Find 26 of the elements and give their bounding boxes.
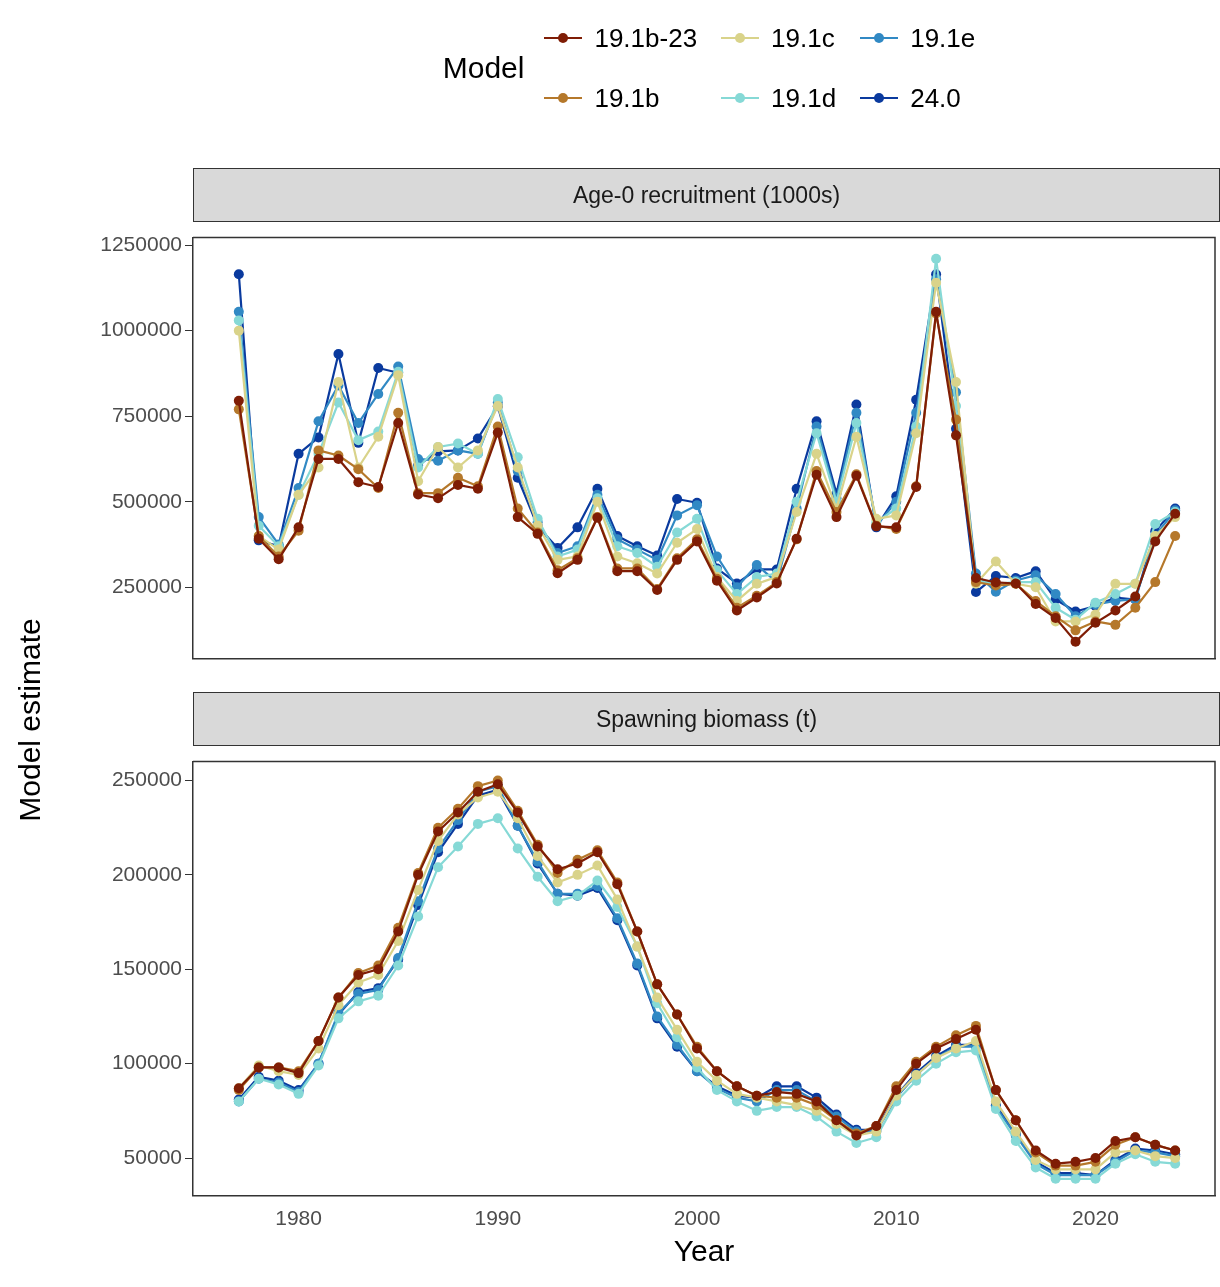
y-tick-label: 1250000 (100, 231, 182, 255)
y-tick-label: 1000000 (100, 317, 182, 341)
y-tick-label: 200000 (111, 861, 182, 885)
y-tick-label: 150000 (111, 956, 182, 980)
legend-title: Model (442, 51, 525, 85)
x-tick-label: 2010 (872, 1206, 920, 1230)
x-axis-title: Year (673, 1234, 735, 1268)
y-tick-label: 250000 (111, 574, 182, 598)
x-tick-label: 1980 (275, 1206, 322, 1230)
y-tick-label: 100000 (111, 1050, 182, 1074)
y-tick-label: 750000 (111, 402, 182, 426)
chart-title: Spawning biomass (t) (193, 692, 1220, 746)
legend-label: 19.1e (910, 22, 976, 54)
x-tick-label: 2000 (673, 1206, 721, 1230)
y-tick-label: 500000 (111, 488, 182, 512)
y-tick-label: 250000 (111, 767, 182, 791)
legend-label: 19.1b (594, 82, 660, 114)
x-tick-label: 2020 (1072, 1206, 1119, 1230)
chart-title: Age-0 recruitment (1000s) (193, 168, 1220, 222)
legend-label: 19.1c (771, 22, 835, 54)
y-axis-title: Model estimate (13, 617, 47, 822)
legend-label: 19.1b-23 (594, 22, 698, 54)
legend-label: 24.0 (910, 82, 961, 114)
y-tick-label: 50000 (123, 1144, 182, 1168)
x-tick-label: 1990 (474, 1206, 522, 1230)
legend-label: 19.1d (771, 82, 837, 114)
